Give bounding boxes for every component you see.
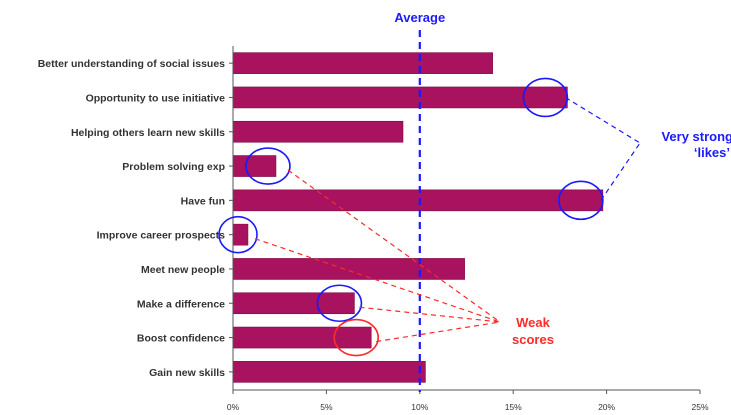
bar-meet-new-people bbox=[232, 258, 465, 280]
average-layer: Average bbox=[394, 10, 445, 392]
category-label: Boost confidence bbox=[137, 333, 225, 345]
weak-highlight-circle bbox=[316, 284, 363, 323]
strong-connector-line bbox=[600, 142, 641, 201]
x-tick-label: 10% bbox=[411, 402, 428, 412]
weak-connector-line bbox=[287, 169, 501, 323]
category-label: Better understanding of social issues bbox=[38, 58, 225, 70]
strong-label-line2: ‘likes’ bbox=[694, 145, 730, 160]
bar-have-fun bbox=[232, 189, 604, 212]
x-tick-label: 20% bbox=[598, 402, 615, 412]
bar-make-a-difference bbox=[232, 292, 355, 315]
weak-highlight-circle bbox=[333, 318, 380, 357]
bar-opportunity-to-use-initiative bbox=[232, 86, 568, 109]
category-label: Make a difference bbox=[137, 298, 225, 310]
weak-connector-line bbox=[376, 321, 501, 343]
weak-highlight-circle bbox=[245, 147, 291, 185]
bar-gain-new-skills bbox=[232, 361, 426, 383]
weak-highlight-circle bbox=[218, 215, 258, 254]
category-label: Have fun bbox=[181, 195, 225, 207]
category-label: Improve career prospects bbox=[97, 230, 226, 242]
weak-label-line2: scores bbox=[512, 332, 554, 347]
bar-improve-career-prospects bbox=[232, 223, 249, 246]
bar-problem-solving-exp bbox=[232, 155, 277, 177]
strong-highlight-circle bbox=[558, 180, 604, 221]
category-label: Problem solving exp bbox=[122, 161, 225, 173]
x-tick-labels: 0% 5% 10% 15% 20% 25% bbox=[227, 390, 709, 412]
category-labels: Better understanding of social issues Opp… bbox=[38, 58, 233, 379]
weak-label-line1: Weak bbox=[516, 315, 550, 330]
x-tick-label: 0% bbox=[227, 402, 240, 412]
category-label: Meet new people bbox=[141, 264, 225, 276]
strong-highlight-circle bbox=[522, 77, 569, 118]
weak-connector-line bbox=[254, 238, 501, 323]
x-tick-label: 15% bbox=[505, 402, 522, 412]
average-label: Average bbox=[394, 10, 445, 25]
bar-better-understanding-of-social-issues bbox=[232, 52, 493, 74]
strong-label-line1: Very strong bbox=[661, 129, 731, 144]
category-label: Helping others learn new skills bbox=[71, 127, 225, 139]
category-label: Opportunity to use initiative bbox=[86, 92, 226, 104]
bar-helping-others-learn-new-skills bbox=[232, 120, 404, 143]
strong-connector-line bbox=[565, 96, 641, 144]
weak-connector-line bbox=[359, 306, 501, 323]
x-tick-label: 25% bbox=[691, 402, 708, 412]
category-label: Gain new skills bbox=[149, 367, 225, 379]
bar-boost-confidence bbox=[232, 326, 372, 349]
x-tick-label: 5% bbox=[320, 402, 333, 412]
annotation-layer: Very strong ‘likes’ Weak scores bbox=[218, 77, 731, 357]
